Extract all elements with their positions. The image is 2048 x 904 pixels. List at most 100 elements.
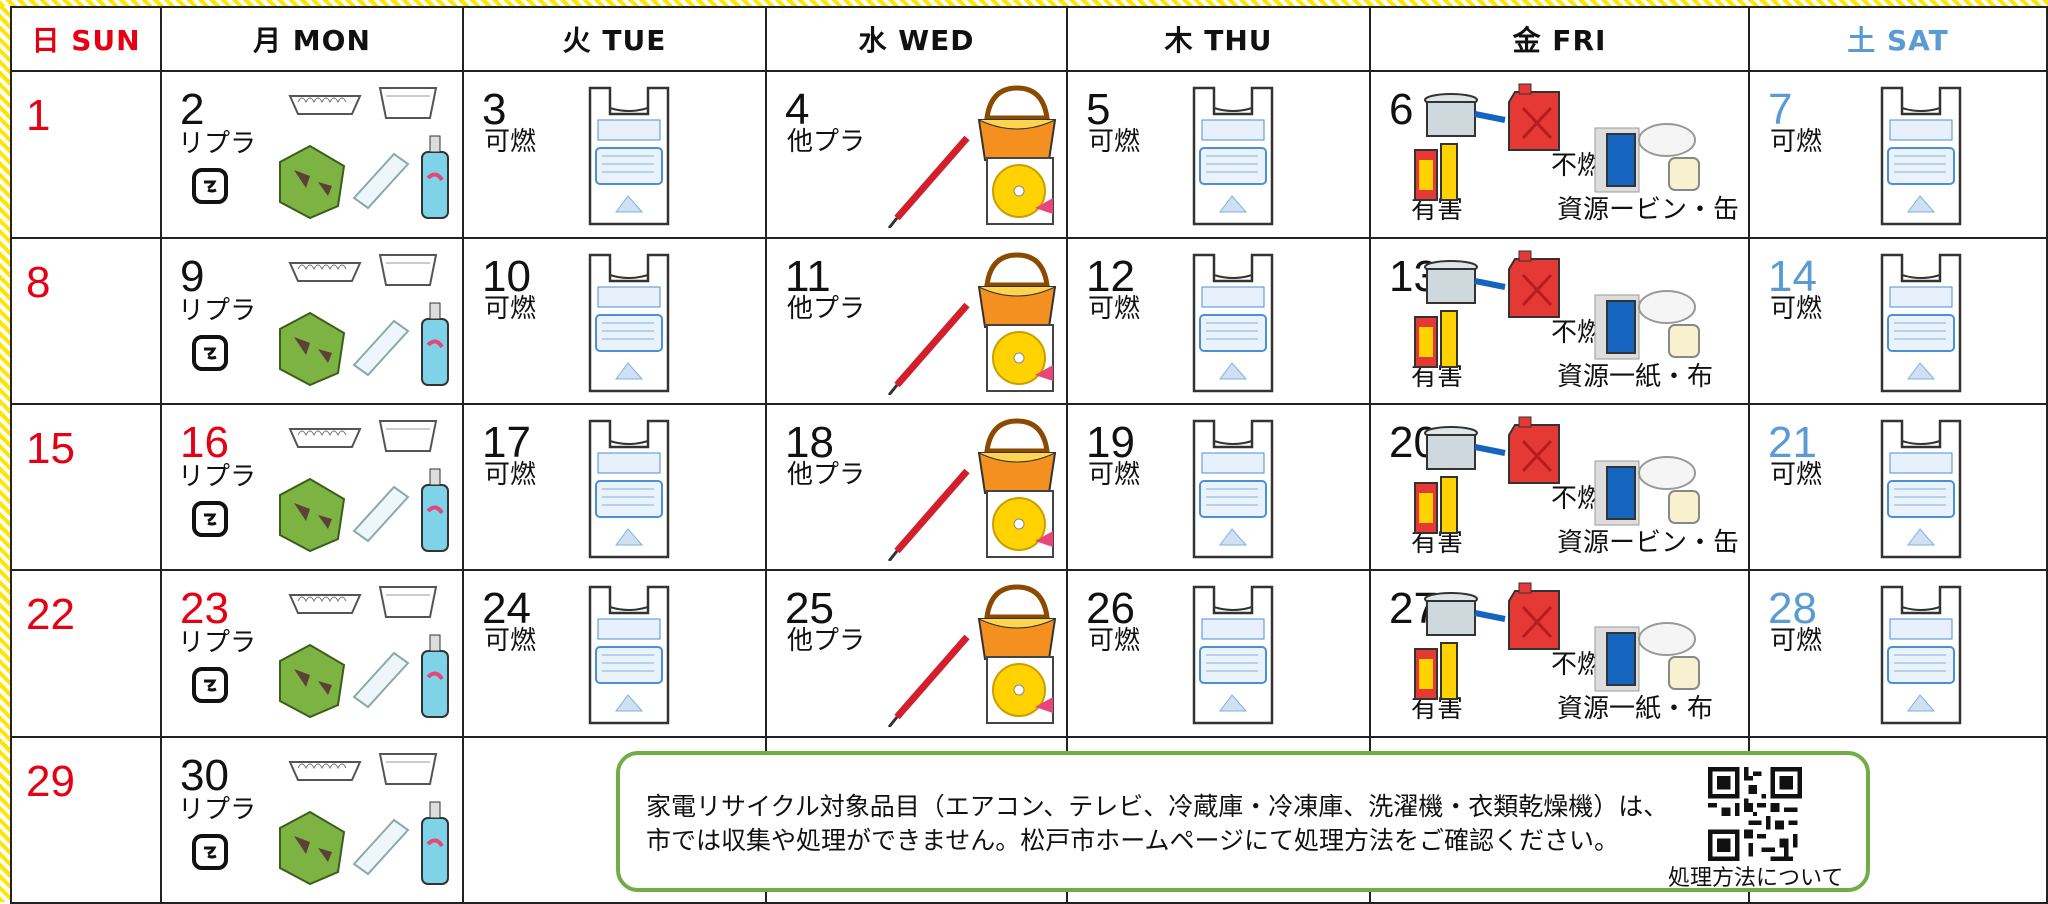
- day-cell: 1: [10, 72, 162, 239]
- day-cell: 11 他プラ: [767, 239, 1068, 405]
- day-header: 水 WED: [767, 6, 1068, 72]
- garbage-icon: [1411, 411, 1741, 565]
- garbage-icon: [867, 78, 1057, 232]
- day-cell: 13 有害 不燃 資源一紙・布: [1371, 239, 1750, 405]
- decorative-border: [0, 0, 10, 902]
- day-cell: 25 他プラ: [767, 571, 1068, 738]
- day-cell: 27 有害 不燃 資源一紙・布: [1371, 571, 1750, 738]
- day-header: 木 THU: [1068, 6, 1371, 72]
- collection-label: 可燃: [1770, 294, 1823, 324]
- garbage-icon: [1188, 413, 1278, 567]
- day-number: 8: [26, 258, 51, 307]
- day-cell: 12 可燃: [1068, 239, 1371, 405]
- garbage-icon: [867, 245, 1057, 399]
- collection-label: リプラ: [178, 296, 257, 326]
- day-header: 金 FRI: [1371, 6, 1750, 72]
- collection-label: 不燃: [1551, 484, 1604, 514]
- day-number: 15: [26, 424, 75, 473]
- garbage-icon: [1876, 80, 1966, 234]
- collection-label: 可燃: [484, 460, 537, 490]
- recycle-mark: [190, 333, 230, 377]
- day-number: 30: [180, 751, 229, 800]
- day-cell: 2 リプラ: [162, 72, 464, 239]
- garbage-icon: [1411, 577, 1741, 731]
- day-cell: 18 他プラ: [767, 405, 1068, 571]
- garbage-icon: [1411, 78, 1741, 232]
- day-number: 5: [1086, 85, 1111, 134]
- collection-label: 可燃: [1088, 127, 1141, 157]
- day-cell: 22: [10, 571, 162, 738]
- collection-label: 可燃: [1088, 460, 1141, 490]
- day-number: 28: [1768, 584, 1817, 633]
- collection-label: 可燃: [484, 626, 537, 656]
- collection-label: 可燃: [484, 127, 537, 157]
- day-number: 25: [785, 584, 834, 633]
- garbage-icon: [1411, 245, 1741, 399]
- garbage-icon: [867, 577, 1057, 731]
- day-number: 18: [785, 418, 834, 467]
- day-number: 6: [1389, 85, 1414, 134]
- garbage-icon: [272, 82, 462, 236]
- garbage-icon: [1188, 579, 1278, 733]
- day-number: 9: [180, 252, 205, 301]
- day-header: 火 TUE: [464, 6, 767, 72]
- collection-label: 可燃: [1088, 626, 1141, 656]
- collection-label: リプラ: [178, 462, 257, 492]
- day-number: 4: [785, 85, 810, 134]
- day-cell: 15: [10, 405, 162, 571]
- collection-label: 他プラ: [787, 460, 866, 490]
- recycle-mark: [190, 832, 230, 876]
- collection-label: 不燃: [1551, 650, 1604, 680]
- collection-label: 可燃: [1770, 460, 1823, 490]
- day-number: 19: [1086, 418, 1135, 467]
- notice-line: 市では収集や処理ができません。松戸市ホームページにて処理方法をご確認ください。: [646, 826, 1620, 855]
- day-cell: 20 有害 不燃 資源ービン・缶: [1371, 405, 1750, 571]
- day-number: 24: [482, 584, 531, 633]
- collection-label: 可燃: [484, 294, 537, 324]
- day-cell: 9 リプラ: [162, 239, 464, 405]
- day-number: 7: [1768, 85, 1793, 134]
- day-number: 23: [180, 584, 229, 633]
- day-number: 2: [180, 85, 205, 134]
- garbage-icon: [272, 415, 462, 569]
- day-number: 29: [26, 757, 75, 806]
- day-cell: 14 可燃: [1750, 239, 2048, 405]
- decorative-border: [0, 0, 2048, 6]
- recycle-mark: [190, 166, 230, 210]
- recycle-mark: [190, 665, 230, 709]
- notice-line: 家電リサイクル対象品目（エアコン、テレビ、冷蔵庫・冷凍庫、洗濯機・衣類乾燥機）は…: [646, 792, 1669, 821]
- collection-label: リプラ: [178, 129, 257, 159]
- day-cell: 19 可燃: [1068, 405, 1371, 571]
- collection-label: 可燃: [1088, 294, 1141, 324]
- day-cell: 17 可燃: [464, 405, 767, 571]
- day-cell: 29: [10, 738, 162, 904]
- garbage-icon: [584, 247, 674, 401]
- day-number: 12: [1086, 252, 1135, 301]
- qr-code: [1708, 767, 1802, 861]
- day-cell: 3 可燃: [464, 72, 767, 239]
- day-cell: 23 リプラ: [162, 571, 464, 738]
- qr-caption: 処理方法について: [1668, 866, 1844, 891]
- garbage-icon: [272, 748, 462, 902]
- collection-label: リプラ: [178, 628, 257, 658]
- collection-label: 不燃: [1551, 318, 1604, 348]
- day-cell: 21 可燃: [1750, 405, 2048, 571]
- garbage-icon: [584, 579, 674, 733]
- day-number: 14: [1768, 252, 1817, 301]
- day-number: 21: [1768, 418, 1817, 467]
- collection-label: 資源一紙・布: [1557, 362, 1714, 392]
- garbage-icon: [584, 413, 674, 567]
- collection-label: 資源一紙・布: [1557, 694, 1714, 724]
- day-number: 3: [482, 85, 507, 134]
- day-header: 土 SAT: [1750, 6, 2048, 72]
- day-number: 10: [482, 252, 531, 301]
- collection-label: 可燃: [1770, 626, 1823, 656]
- day-cell: 8: [10, 239, 162, 405]
- garbage-icon: [1188, 80, 1278, 234]
- day-cell: 4 他プラ: [767, 72, 1068, 239]
- garbage-icon: [1876, 247, 1966, 401]
- day-cell: 16 リプラ: [162, 405, 464, 571]
- collection-label: 資源ービン・缶: [1557, 195, 1740, 225]
- day-cell: 5 可燃: [1068, 72, 1371, 239]
